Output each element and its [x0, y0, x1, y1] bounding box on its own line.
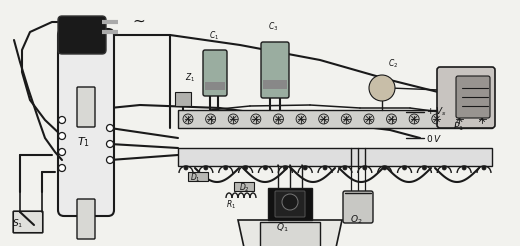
Circle shape: [58, 165, 66, 171]
Circle shape: [432, 114, 442, 124]
Circle shape: [107, 124, 113, 132]
Bar: [188, 172, 208, 181]
FancyBboxPatch shape: [58, 29, 114, 216]
Circle shape: [383, 166, 387, 170]
Circle shape: [363, 166, 367, 170]
Circle shape: [303, 166, 307, 170]
Polygon shape: [238, 220, 342, 246]
Text: $C_2$: $C_2$: [388, 58, 398, 70]
Text: $C_3$: $C_3$: [268, 20, 278, 33]
Circle shape: [204, 166, 208, 170]
Text: $D_2$: $D_2$: [239, 182, 250, 194]
FancyBboxPatch shape: [203, 50, 227, 96]
Bar: [175, 92, 191, 106]
Circle shape: [454, 114, 464, 124]
FancyBboxPatch shape: [58, 16, 106, 54]
Circle shape: [183, 114, 193, 124]
Circle shape: [409, 114, 419, 124]
Text: $S_1$: $S_1$: [12, 217, 23, 230]
Bar: [234, 182, 254, 191]
Circle shape: [184, 166, 188, 170]
Circle shape: [462, 166, 466, 170]
Circle shape: [369, 75, 395, 101]
FancyBboxPatch shape: [343, 191, 373, 223]
Circle shape: [343, 166, 347, 170]
Text: $D_1$: $D_1$: [190, 171, 201, 184]
Text: $Z_1$: $Z_1$: [185, 72, 196, 84]
FancyBboxPatch shape: [437, 67, 495, 128]
Text: $R_1$: $R_1$: [226, 199, 236, 211]
Circle shape: [264, 166, 267, 170]
Circle shape: [422, 166, 426, 170]
FancyBboxPatch shape: [261, 42, 289, 98]
Text: $\sim$: $\sim$: [130, 13, 146, 28]
Circle shape: [283, 166, 288, 170]
Circle shape: [319, 114, 329, 124]
FancyBboxPatch shape: [13, 211, 43, 233]
Circle shape: [251, 114, 261, 124]
Circle shape: [228, 114, 238, 124]
Text: $+\,V_s$: $+\,V_s$: [426, 106, 446, 118]
Circle shape: [364, 114, 374, 124]
Text: $0\,V$: $0\,V$: [426, 133, 442, 143]
Circle shape: [341, 114, 352, 124]
FancyBboxPatch shape: [456, 76, 490, 118]
Bar: [178, 148, 492, 166]
Text: $Q_1$: $Q_1$: [276, 221, 289, 234]
Bar: [205, 82, 225, 90]
Circle shape: [243, 166, 248, 170]
Circle shape: [274, 114, 283, 124]
Bar: [263, 80, 287, 89]
Circle shape: [386, 114, 397, 124]
Bar: [268, 188, 312, 220]
Circle shape: [443, 166, 446, 170]
Text: $O_2$: $O_2$: [350, 214, 362, 226]
Bar: [260, 222, 320, 246]
Circle shape: [224, 166, 228, 170]
Circle shape: [107, 140, 113, 148]
Circle shape: [282, 194, 298, 210]
Circle shape: [482, 166, 486, 170]
Circle shape: [107, 156, 113, 164]
Circle shape: [402, 166, 407, 170]
Circle shape: [58, 149, 66, 155]
Text: $T_1$: $T_1$: [77, 135, 90, 149]
Circle shape: [58, 133, 66, 139]
Circle shape: [205, 114, 216, 124]
Text: $C_1$: $C_1$: [209, 30, 219, 42]
Circle shape: [296, 114, 306, 124]
Circle shape: [323, 166, 327, 170]
FancyBboxPatch shape: [77, 87, 95, 127]
FancyBboxPatch shape: [77, 199, 95, 239]
Bar: [178, 110, 492, 128]
Text: $P_1$: $P_1$: [453, 121, 464, 133]
Circle shape: [58, 117, 66, 123]
Circle shape: [477, 114, 487, 124]
FancyBboxPatch shape: [275, 191, 305, 217]
